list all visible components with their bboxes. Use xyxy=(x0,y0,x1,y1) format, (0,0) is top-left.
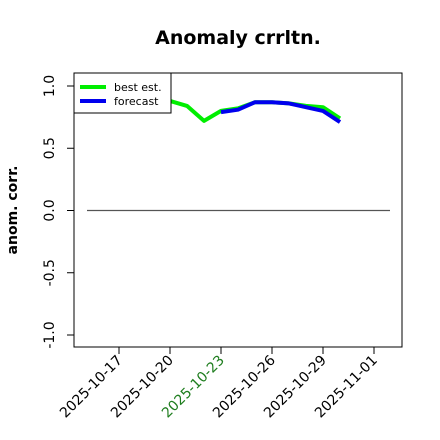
legend: best est. forecast xyxy=(73,72,172,114)
y-ticks: -1.0 -0.5 0.0 0.5 1.0 xyxy=(42,75,74,349)
y-tick-label: 0.5 xyxy=(42,137,58,159)
legend-label-forecast: forecast xyxy=(114,95,159,108)
y-axis-label: anom. corr. xyxy=(5,166,21,255)
y-tick-label: 1.0 xyxy=(42,75,58,97)
y-tick-label: 0.0 xyxy=(42,199,58,221)
chart-title: Anomaly crrltn. xyxy=(155,27,321,49)
x-ticks: 2025-10-172025-10-202025-10-232025-10-26… xyxy=(57,347,381,421)
legend-label-best-est: best est. xyxy=(114,81,162,94)
y-tick-label: -0.5 xyxy=(42,259,58,286)
series-line-forecast xyxy=(220,100,342,124)
legend-box xyxy=(73,72,172,114)
y-tick-label: -1.0 xyxy=(42,321,58,348)
